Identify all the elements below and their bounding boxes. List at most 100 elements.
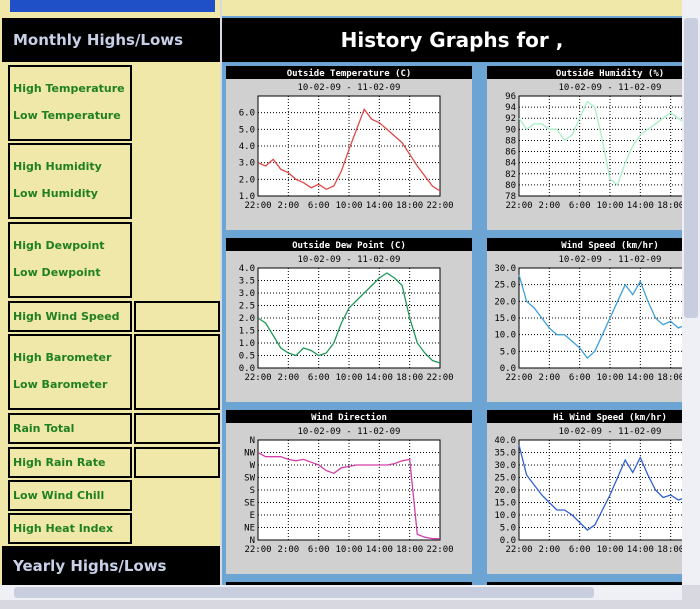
sidebar: Monthly Highs/Lows Yearly Highs/Lows Hig… [0, 0, 220, 585]
x-tick-label: 10:00 [596, 201, 623, 211]
y-tick-label: 20.0 [494, 297, 516, 307]
chart-title-bar [487, 410, 682, 423]
x-tick-label: 22:00 [244, 545, 271, 555]
y-tick-label: SW [244, 474, 255, 484]
x-tick-label: 18:00 [657, 373, 682, 383]
stat-label: Low Barometer [13, 378, 108, 391]
x-tick-label: 2:00 [277, 545, 299, 555]
y-tick-label: NE [244, 524, 255, 534]
page-title: History Graphs for , [222, 18, 682, 62]
y-tick-label: 2.0 [239, 314, 255, 324]
value-box [134, 413, 220, 444]
y-tick-label: 5.0 [239, 125, 255, 135]
x-tick-label: 18:00 [657, 201, 682, 211]
y-tick-label: E [250, 511, 255, 521]
y-tick-label: 30.0 [494, 264, 516, 274]
label-box [8, 65, 132, 141]
stat-label: Low Wind Chill [13, 488, 105, 502]
y-tick-label: 25.0 [494, 474, 516, 484]
chart-title-bar [226, 410, 472, 423]
y-tick-label: SE [244, 499, 255, 509]
y-tick-label: 78 [505, 192, 516, 202]
label-box [8, 480, 132, 511]
main: History Graphs for , Outside Temperature… [222, 0, 682, 585]
x-tick-label: 22:00 [505, 373, 532, 383]
plot-area [518, 95, 682, 197]
data-line [518, 444, 682, 531]
y-tick-label: 88 [505, 136, 516, 146]
x-tick-label: 2:00 [277, 373, 299, 383]
y-tick-label: 4.0 [239, 142, 255, 152]
chart: Outside Humidity (%) 10-02-09 - 11-02-09 7… [487, 66, 682, 230]
x-tick-label: 6:00 [308, 201, 330, 211]
x-tick-label: 14:00 [366, 545, 393, 555]
y-tick-label: 3.0 [239, 159, 255, 169]
label-box [8, 513, 132, 544]
x-tick-label: 22:00 [505, 545, 532, 555]
stat-label: High Heat Index [13, 521, 114, 535]
stat-label: High Wind Speed [13, 309, 120, 323]
y-tick-label: W [250, 461, 256, 471]
y-tick-label: 35.0 [494, 449, 516, 459]
value-box [134, 334, 220, 410]
x-tick-label: 18:00 [396, 545, 423, 555]
y-tick-label: 92 [505, 114, 516, 124]
scroll-thumb[interactable] [684, 18, 698, 318]
data-line [257, 107, 441, 192]
data-line [257, 272, 441, 364]
scroll-thumb[interactable] [14, 587, 594, 598]
stat-label: Low Humidity [13, 187, 98, 200]
y-tick-label: 1.5 [239, 327, 255, 337]
x-tick-label: 6:00 [569, 545, 591, 555]
chart-title-bar [487, 238, 682, 251]
x-tick-label: 22:00 [426, 545, 453, 555]
y-tick-label: 94 [505, 103, 516, 113]
stat-label: High Dewpoint [13, 239, 105, 252]
sidebar-title: Monthly Highs/Lows [2, 18, 220, 62]
top-bar [10, 0, 215, 12]
label-box [8, 413, 132, 444]
x-tick-label: 22:00 [244, 201, 271, 211]
y-tick-label: 90 [505, 125, 516, 135]
x-tick-label: 22:00 [244, 373, 271, 383]
y-tick-label: 1.0 [239, 339, 255, 349]
label-box [8, 447, 132, 478]
chart-title-bar [226, 238, 472, 251]
y-tick-label: 82 [505, 170, 516, 180]
chart: Outside Temperature (C) 10-02-09 - 11-02-… [226, 66, 472, 230]
chart: Wind Speed (km/hr) 10-02-09 - 11-02-09 0.0… [487, 238, 682, 402]
x-tick-label: 6:00 [308, 373, 330, 383]
stat-label: High Barometer [13, 351, 112, 364]
y-tick-label: 80 [505, 181, 516, 191]
y-tick-label: 5.0 [500, 347, 516, 357]
y-tick-label: 84 [505, 159, 516, 169]
vertical-scrollbar[interactable] [682, 0, 700, 585]
y-tick-label: 5.0 [500, 524, 516, 534]
y-tick-label: 6.0 [239, 109, 255, 119]
label-box [8, 301, 132, 332]
x-tick-label: 2:00 [538, 373, 560, 383]
y-tick-label: NW [244, 449, 255, 459]
label-box [8, 143, 132, 219]
horizontal-scrollbar[interactable] [0, 585, 682, 600]
x-tick-label: 2:00 [277, 201, 299, 211]
y-tick-label: 30.0 [494, 461, 516, 471]
y-tick-label: 86 [505, 148, 516, 158]
y-tick-label: 10.0 [494, 511, 516, 521]
y-tick-label: 0.0 [239, 364, 255, 374]
y-tick-label: S [250, 486, 255, 496]
y-tick-label: 40.0 [494, 436, 516, 446]
y-tick-label: 96 [505, 92, 516, 102]
y-tick-label: 10.0 [494, 331, 516, 341]
chart-subtitle: 10-02-09 - 11-02-09 [298, 255, 401, 265]
x-tick-label: 2:00 [538, 545, 560, 555]
y-tick-label: 3.5 [239, 277, 255, 287]
value-box [134, 447, 220, 478]
chart-title-bar [487, 66, 682, 79]
x-tick-label: 6:00 [308, 545, 330, 555]
y-tick-label: 3.0 [239, 289, 255, 299]
value-box [134, 301, 220, 332]
x-tick-label: 10:00 [335, 373, 362, 383]
x-tick-label: 6:00 [569, 201, 591, 211]
label-box [8, 222, 132, 298]
